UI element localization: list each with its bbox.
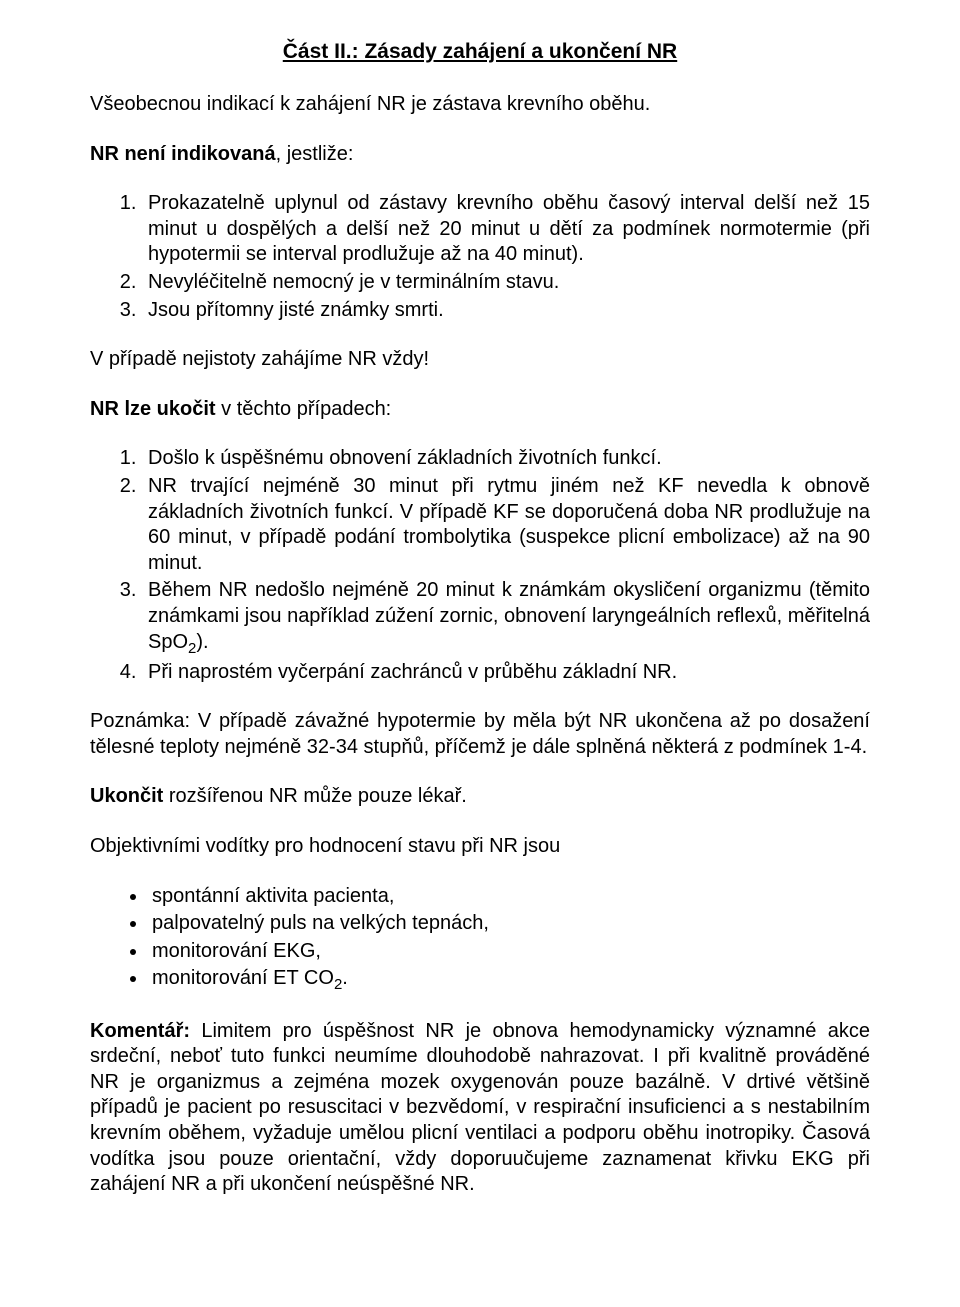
document-page: Část II.: Zásady zahájení a ukončení NR …	[0, 0, 960, 1258]
list-item: NR trvající nejméně 30 minut při rytmu j…	[142, 474, 870, 576]
note-paragraph: Poznámka: V případě závažné hypotermie b…	[90, 709, 870, 760]
list-item: monitorování ET CO2.	[148, 966, 870, 994]
objective-list: spontánní aktivita pacienta, palpovateln…	[90, 884, 870, 995]
not-indicated-heading: NR není indikovaná, jestliže:	[90, 142, 870, 168]
list-item: Při naprostém vyčerpání zachránců v průb…	[142, 660, 870, 686]
terminate-bold: Ukončit	[90, 785, 163, 807]
list-item: Během NR nedošlo nejméně 20 minut k znám…	[142, 578, 870, 657]
not-indicated-rest: , jestliže:	[276, 143, 354, 165]
finish-rest: v těchto případech:	[216, 398, 392, 420]
finish-heading: NR lze ukočit v těchto případech:	[90, 397, 870, 423]
not-indicated-bold: NR není indikovaná	[90, 143, 276, 165]
list-item: Prokazatelně uplynul od zástavy krevního…	[142, 191, 870, 268]
page-title: Část II.: Zásady zahájení a ukončení NR	[90, 40, 870, 64]
list-item: spontánní aktivita pacienta,	[148, 884, 870, 910]
terminate-paragraph: Ukončit rozšířenou NR může pouze lékař.	[90, 784, 870, 810]
objective-heading: Objektivními vodítky pro hodnocení stavu…	[90, 834, 870, 860]
list-item: Nevyléčitelně nemocný je v terminálním s…	[142, 270, 870, 296]
not-indicated-list: Prokazatelně uplynul od zástavy krevního…	[90, 191, 870, 323]
list-item: monitorování EKG,	[148, 939, 870, 965]
terminate-rest: rozšířenou NR může pouze lékař.	[163, 785, 466, 807]
intro-paragraph: Všeobecnou indikací k zahájení NR je zás…	[90, 92, 870, 118]
finish-list: Došlo k úspěšnému obnovení základních ži…	[90, 446, 870, 685]
list-item: Jsou přítomny jisté známky smrti.	[142, 298, 870, 324]
finish-bold: NR lze ukočit	[90, 398, 216, 420]
comment-paragraph: Komentář: Limitem pro úspěšnost NR je ob…	[90, 1019, 870, 1198]
comment-rest: Limitem pro úspěšnost NR je obnova hemod…	[90, 1020, 870, 1196]
comment-bold: Komentář:	[90, 1020, 190, 1042]
list-item: palpovatelný puls na velkých tepnách,	[148, 911, 870, 937]
list-item: Došlo k úspěšnému obnovení základních ži…	[142, 446, 870, 472]
uncertainty-paragraph: V případě nejistoty zahájíme NR vždy!	[90, 347, 870, 373]
